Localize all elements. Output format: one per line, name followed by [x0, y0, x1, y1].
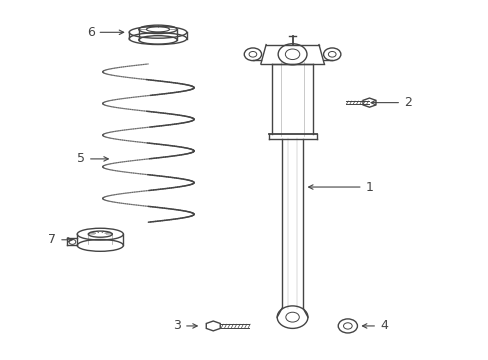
Text: 7: 7	[48, 233, 72, 246]
Text: 1: 1	[308, 180, 373, 194]
Text: 4: 4	[362, 319, 387, 332]
Text: 3: 3	[173, 319, 197, 332]
Text: 5: 5	[77, 152, 108, 165]
Text: 2: 2	[370, 96, 411, 109]
Text: 6: 6	[86, 26, 123, 39]
